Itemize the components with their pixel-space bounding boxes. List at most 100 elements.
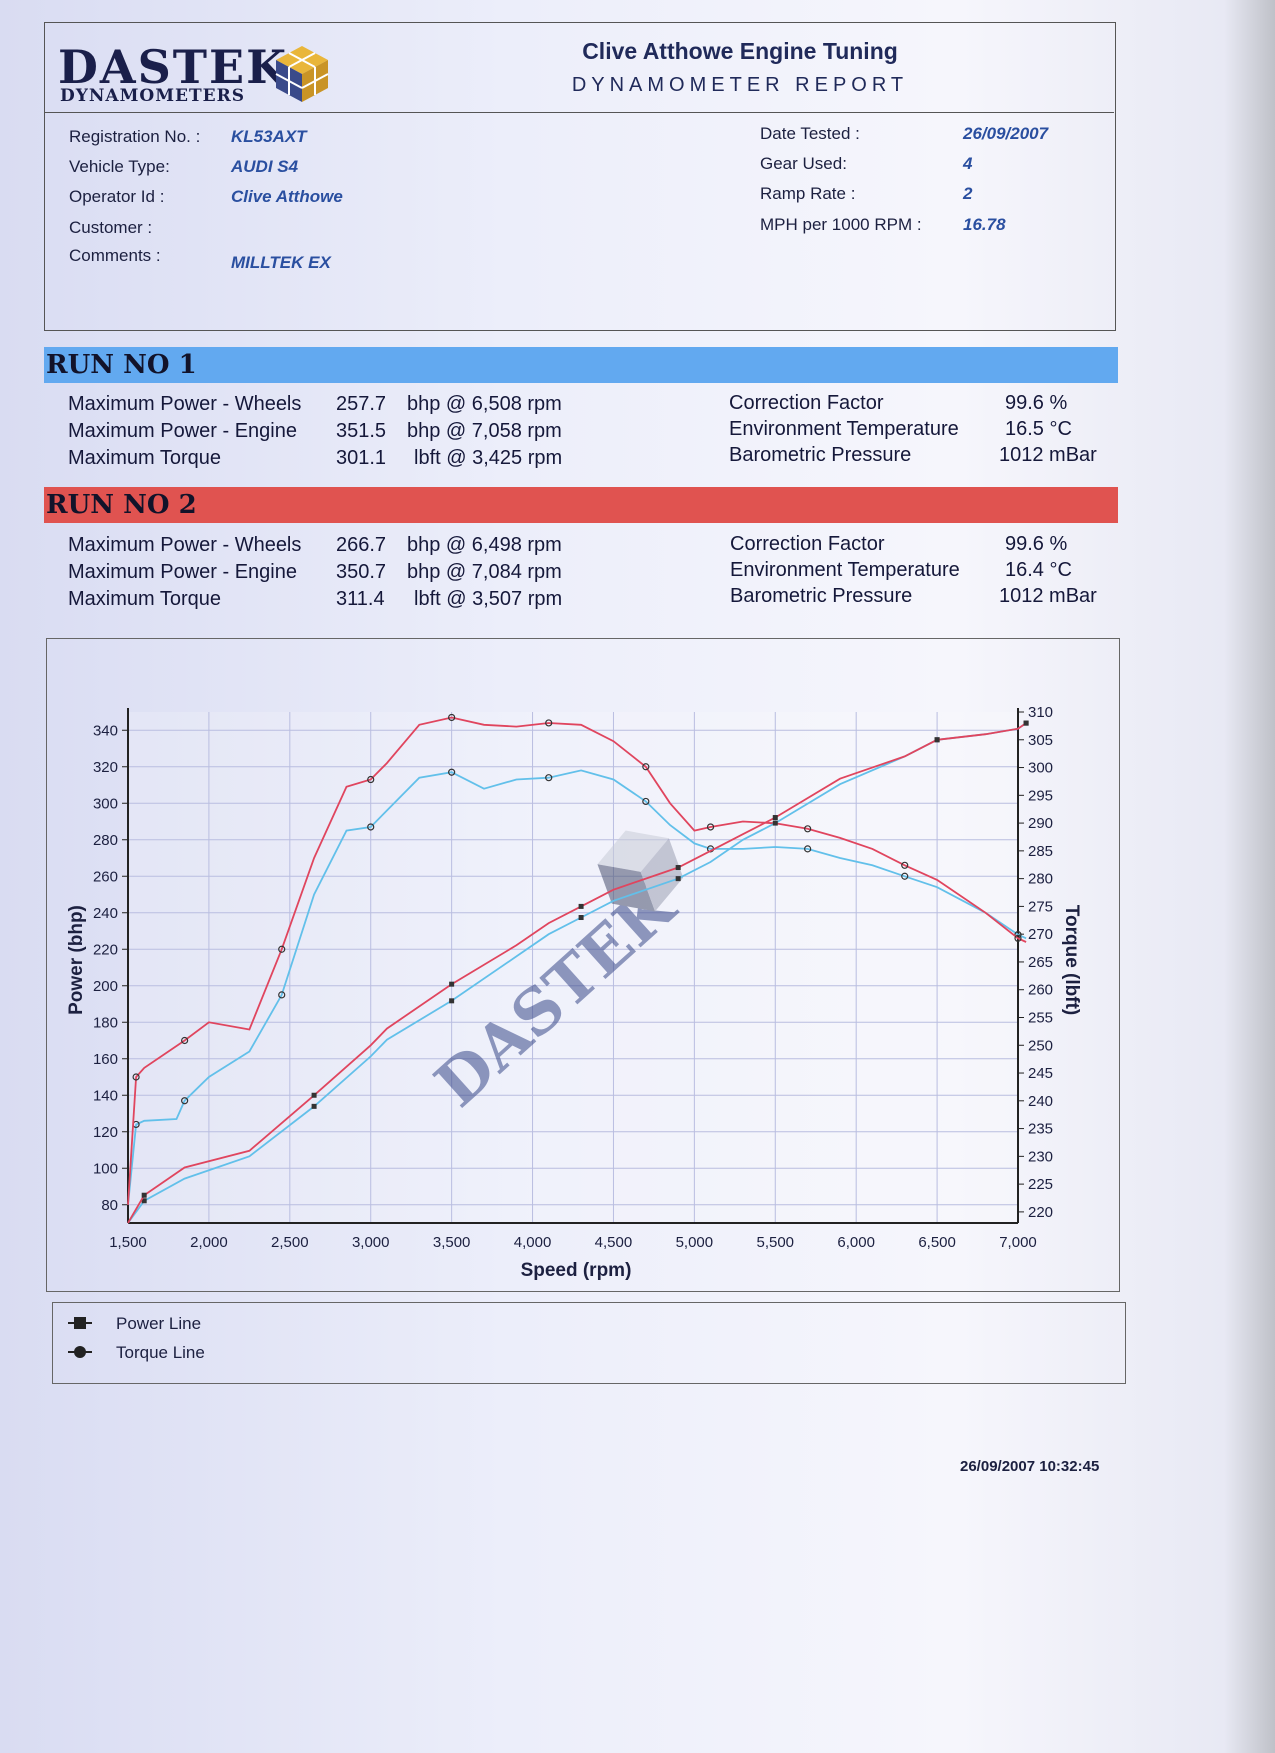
registration-label: Registration No. : — [69, 127, 201, 146]
data-point — [311, 1092, 317, 1098]
plot-area — [128, 712, 1018, 1223]
run2-banner: RUN NO 2 — [44, 487, 1118, 523]
y-tick-label: 180 — [93, 1014, 118, 1031]
data-point — [132, 1073, 140, 1081]
y-tick-label: 300 — [93, 795, 118, 812]
y-tick-label: 320 — [93, 759, 118, 776]
data-point — [642, 763, 650, 771]
y-tick-label: 160 — [93, 1051, 118, 1068]
run1-correction-label: Correction Factor — [729, 392, 884, 414]
vehicle-type-value: AUDI S4 — [231, 157, 299, 176]
x-tick-label: 3,000 — [352, 1234, 390, 1251]
y-tick-label: 200 — [93, 978, 118, 995]
mph-per-1000-value: 16.78 — [963, 215, 1006, 234]
data-point — [578, 903, 584, 909]
y2-tick-label: 245 — [1028, 1065, 1053, 1082]
run1-temp-value: 16.5 °C — [1005, 418, 1072, 440]
run2-engine-power-value: 350.7 — [336, 561, 387, 583]
customer-label: Customer : — [69, 218, 153, 237]
ramp-rate-label: Ramp Rate : — [760, 184, 856, 203]
data-point — [804, 825, 812, 833]
series-line-power-run2 — [127, 716, 1027, 1205]
run2-pressure-value: 1012 mBar — [999, 585, 1097, 607]
run2-torque-unit: lbft @ 3,507 rpm — [414, 588, 563, 610]
run2-engine-power-unit: bhp @ 7,084 rpm — [407, 561, 562, 583]
comments-value: MILLTEK EX — [231, 253, 331, 272]
mph-per-1000-label: MPH per 1000 RPM : — [760, 215, 922, 234]
legend-box — [52, 1302, 1126, 1384]
gear-used-label: Gear Used: — [760, 154, 847, 173]
x-axis-label: Speed (rpm) — [521, 1260, 632, 1281]
logo-subtext: DYNAMOMETERS — [60, 86, 246, 106]
dyno-chart: DASTEK 1,500 2,000 2,500 3,000 3,500 4,000 4,5… — [66, 704, 1082, 1281]
data-point — [901, 861, 909, 869]
y2-tick-label: 265 — [1028, 954, 1053, 971]
data-point — [934, 737, 940, 743]
x-tick-label: 5,500 — [756, 1234, 794, 1251]
x-tick-label: 7,000 — [999, 1234, 1037, 1251]
y-tick-label: 280 — [93, 832, 118, 849]
data-point — [675, 876, 681, 882]
data-point — [311, 1103, 317, 1109]
y2-tick-label: 230 — [1028, 1148, 1053, 1165]
data-point — [448, 768, 456, 776]
x-tick-label: 4,000 — [514, 1234, 552, 1251]
run2-correction-label: Correction Factor — [730, 533, 885, 555]
gear-used-value: 4 — [963, 154, 973, 173]
company-name: Clive Atthowe Engine Tuning — [582, 38, 898, 64]
y2-tick-label: 240 — [1028, 1093, 1053, 1110]
chart-frame — [46, 638, 1120, 1292]
data-point — [367, 823, 375, 831]
run2-title: RUN NO 2 — [46, 490, 197, 520]
operator-label: Operator Id : — [69, 187, 165, 206]
y2-tick-label: 310 — [1028, 704, 1053, 721]
operator-value: Clive Atthowe — [231, 187, 343, 206]
print-timestamp: 26/09/2007 10:32:45 — [960, 1458, 1100, 1475]
tick-layer: 1,500 2,000 2,500 3,000 3,500 4,000 4,500 5,000… — [93, 704, 1053, 1251]
report-title: DYNAMOMETER REPORT — [571, 74, 909, 96]
y2-tick-label: 275 — [1028, 898, 1053, 915]
x-tick-label: 1,500 — [109, 1234, 147, 1251]
date-tested-value: 26/09/2007 — [963, 124, 1049, 143]
cube-logo-icon — [275, 46, 329, 102]
run1-pressure-value: 1012 mBar — [999, 444, 1097, 466]
y2-tick-label: 255 — [1028, 1009, 1053, 1026]
data-point — [449, 981, 455, 987]
x-tick-label: 2,500 — [271, 1234, 309, 1251]
y2-axis-label: Torque (lbft) — [1061, 905, 1082, 1015]
y2-tick-label: 285 — [1028, 843, 1053, 860]
run1-torque-unit: lbft @ 3,425 rpm — [414, 447, 563, 469]
run2-temp-label: Environment Temperature — [730, 559, 960, 581]
run2-pressure-label: Barometric Pressure — [730, 585, 913, 607]
run1-wheel-power-label: Maximum Power - Wheels — [68, 393, 302, 415]
run2-wheel-power-label: Maximum Power - Wheels — [68, 534, 302, 556]
logo-text: DASTEK — [58, 40, 289, 94]
data-point — [278, 945, 286, 953]
run1-wheel-power-unit: bhp @ 6,508 rpm — [407, 393, 562, 415]
series-layer — [127, 713, 1029, 1224]
y2-tick-label: 290 — [1028, 815, 1053, 832]
data-point — [804, 845, 812, 853]
y2-tick-label: 300 — [1028, 760, 1053, 777]
run1-engine-power-value: 351.5 — [336, 420, 387, 442]
run1-torque-label: Maximum Torque — [68, 447, 222, 469]
header-box — [44, 22, 1116, 331]
x-tick-label: 3,500 — [433, 1234, 471, 1251]
vehicle-type-label: Vehicle Type: — [69, 157, 170, 176]
run2-temp-value: 16.4 °C — [1005, 559, 1072, 581]
data-point — [181, 1097, 189, 1105]
run1-engine-power-label: Maximum Power - Engine — [68, 420, 297, 442]
data-point — [675, 865, 681, 871]
y2-tick-label: 220 — [1028, 1204, 1053, 1221]
registration-value: KL53AXT — [231, 127, 307, 146]
comments-label: Comments : — [69, 246, 161, 265]
run1-temp-label: Environment Temperature — [729, 418, 959, 440]
y2-tick-label: 295 — [1028, 787, 1053, 804]
data-point — [545, 774, 553, 782]
x-tick-label: 6,000 — [837, 1234, 875, 1251]
series-line-torque-run2 — [127, 722, 1027, 1224]
header-divider — [44, 112, 1114, 113]
ramp-rate-value: 2 — [963, 184, 973, 203]
run1-engine-power-unit: bhp @ 7,058 rpm — [407, 420, 562, 442]
